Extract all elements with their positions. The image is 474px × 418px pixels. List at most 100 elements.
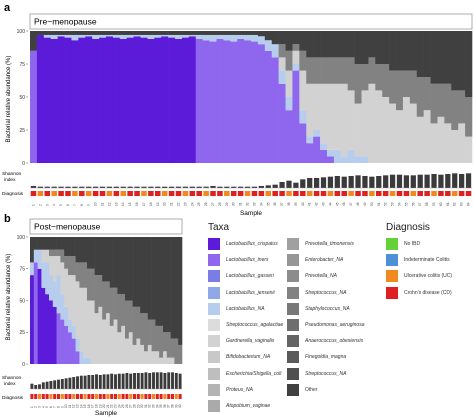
panel-b-shannon-bar	[121, 373, 125, 389]
panel-a-sample-label: 44	[328, 202, 332, 206]
panel-a-sample-label: 13	[114, 202, 118, 206]
panel-b-diagnosis-tile	[91, 394, 95, 399]
legend-taxon-item: Anaerococcus_obesiensis	[287, 335, 363, 348]
panel-b-bar-segment	[170, 357, 175, 364]
panel-a-bar-segment	[285, 70, 293, 97]
panel-b-bar-segment	[125, 300, 130, 339]
legend-diagnosis-swatch	[386, 270, 398, 283]
panel-b-diagnosis-tile	[45, 394, 49, 399]
legend-taxon-swatch	[208, 238, 220, 250]
panel-b-bar-segment	[136, 338, 141, 364]
legend-taxon-swatch	[287, 302, 299, 315]
panel-b-shannon-bar	[129, 373, 133, 389]
panel-a-shannon-bar	[168, 186, 175, 188]
panel-a-bar-segment	[71, 34, 79, 41]
panel-b-bar-segment	[113, 287, 118, 320]
panel-b-bar-segment	[37, 249, 42, 269]
panel-b-bar-segment	[121, 237, 126, 295]
panel-a-sample-label: 21	[170, 202, 174, 206]
panel-b-diagnosis-tile	[163, 394, 167, 399]
panel-a-diagnosis-label: Diagnosis	[2, 191, 24, 197]
panel-b-bar-segment	[90, 300, 95, 364]
panel-b-shannon-bar	[72, 377, 76, 389]
panel-b-bar-segment	[56, 313, 61, 364]
panel-a-bar-segment	[444, 123, 452, 163]
panel-b-sample-label: 31	[144, 404, 148, 408]
panel-a-bar-segment	[43, 31, 52, 35]
legend-taxon-item: Enterobacter_NA	[287, 254, 343, 267]
panel-b-bar-segment	[60, 319, 65, 364]
panel-a-sample-label: 4	[52, 204, 56, 206]
panel-b-sample-label: 1	[30, 406, 34, 408]
panel-b-bar-segment	[121, 294, 126, 326]
panel-a-diagnosis-tile	[313, 191, 320, 196]
panel-b-bar-segment	[144, 313, 149, 352]
panel-b-bar-segment	[151, 237, 156, 320]
panel-b-diagnosis-tile	[87, 394, 91, 399]
panel-a-bar-segment	[299, 50, 307, 71]
panel-b-bar-segment	[98, 237, 103, 276]
panel-a-bar-segment	[230, 31, 238, 35]
legend-diagnosis-label: Ulcerative colitis (UC)	[404, 273, 453, 280]
panel-a-diagnosis-tile	[431, 191, 437, 196]
panel-b-bar-segment	[128, 300, 133, 333]
panel-a-sample-label: 6	[66, 204, 70, 206]
panel-a-shannon-bar	[445, 174, 451, 188]
panel-b-sample-label: 25	[121, 404, 125, 408]
panel-a-bar-segment	[382, 31, 390, 64]
panel-b-bar-segment	[75, 338, 80, 352]
panel-a-bar-segment	[168, 31, 176, 35]
panel-a-shannon-bar	[141, 186, 147, 188]
panel-a-sample-label: 35	[266, 202, 270, 206]
panel-b-bar-segment	[163, 332, 168, 352]
panel-a-shannon-bar	[196, 186, 202, 188]
panel-a-bar-segment	[368, 57, 376, 84]
legend-taxon-swatch	[208, 367, 220, 380]
panel-a-bar-segment	[430, 83, 438, 124]
panel-a-bar-segment	[340, 83, 348, 157]
panel-a-bar-segment	[320, 83, 328, 144]
panel-a-bar-segment	[375, 31, 383, 64]
panel-a-bar-segment	[437, 116, 445, 163]
panel-a-diagnosis-tile	[362, 191, 368, 196]
panel-b-bar-segment	[49, 237, 54, 250]
panel-a-sample-label: 1	[31, 204, 35, 206]
panel-a-shannon-bar	[300, 179, 306, 188]
panel-a-bar-segment	[465, 136, 473, 163]
panel-b-bar-segment	[83, 262, 88, 288]
panel-a-sample-label: 9	[87, 204, 91, 206]
panel-a-shannon-bar	[459, 174, 465, 188]
panel-a-sample-label: 61	[446, 202, 450, 206]
panel-b-bar-segment	[68, 237, 73, 257]
panel-a-bar-segment	[223, 40, 231, 163]
panel-a-bar-segment	[119, 38, 127, 163]
panel-b-bar-segment	[128, 237, 133, 301]
panel-b-diagnosis-tile	[102, 394, 106, 399]
panel-a-bar-segment	[140, 31, 148, 35]
panel-b-bar-segment	[147, 344, 152, 364]
panel-b-sample-label: 3	[38, 406, 42, 408]
panel-a-bar-segment	[292, 64, 300, 71]
panel-b-bar-segment	[41, 287, 46, 364]
panel-a-sample-label: 41	[308, 202, 312, 206]
panel-a-bar-segment	[285, 97, 293, 111]
panel-a-bar-segment	[188, 31, 197, 35]
panel-b-bar-segment	[90, 237, 95, 269]
panel-b-bar-segment	[147, 237, 152, 320]
legend-taxon-swatch	[287, 286, 299, 299]
panel-a-bar-segment	[133, 31, 141, 35]
panel-b-bar-segment	[163, 351, 168, 364]
panel-a-bar-segment	[375, 90, 383, 163]
panel-a-diagnosis-tile	[85, 191, 92, 196]
panel-b-bar-segment	[178, 237, 183, 345]
panel-a-shannon-bar	[217, 186, 223, 188]
panel-a-bar-segment	[195, 31, 203, 35]
panel-b-bar-segment	[117, 237, 122, 295]
legend-taxon-swatch	[208, 400, 220, 412]
panel-a-bar-segment	[313, 130, 321, 137]
legend-taxon-label: Prevotella_NA	[305, 273, 337, 280]
panel-a-shannon-bar	[279, 182, 285, 188]
panel-a-shannon-bar	[410, 175, 416, 188]
panel-a-sample-label: 64	[467, 202, 471, 206]
panel-a-bar-segment	[306, 57, 314, 84]
